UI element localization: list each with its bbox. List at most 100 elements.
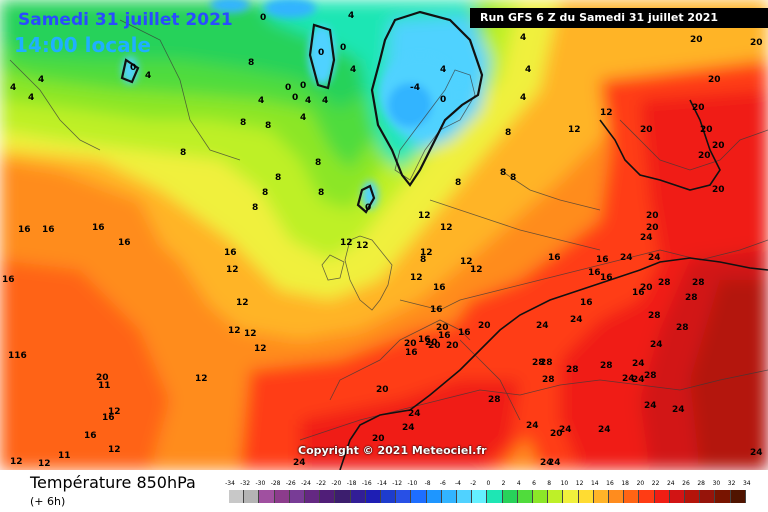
isotherm-label: 20 <box>708 75 721 85</box>
isotherm-label: 28 <box>644 371 657 381</box>
isotherm-label: 4 <box>38 75 44 85</box>
scale-tick-label: 8 <box>547 480 552 487</box>
isotherm-label: 8 <box>275 173 281 183</box>
isotherm-label: 4 <box>520 33 526 43</box>
cold-pools <box>122 0 460 209</box>
isotherm-label: 12 <box>108 407 121 417</box>
scale-color-cell <box>396 490 412 503</box>
isotherm-label: 0 <box>260 13 266 23</box>
isotherm-label: 12 <box>236 298 249 308</box>
scale-color-cell <box>578 490 594 503</box>
isotherm-label: 12 <box>356 241 369 251</box>
scale-color-cell <box>730 490 746 503</box>
isotherm-label: -4 <box>410 83 420 93</box>
isotherm-label: 4 <box>440 65 446 75</box>
scale-color-cell <box>244 490 260 503</box>
isotherm-label: 4 <box>145 71 151 81</box>
isotherm-label: 12 <box>226 265 239 275</box>
isotherm-label: 20 <box>646 211 659 221</box>
isotherm-label: 16 <box>632 288 645 298</box>
scale-tick-label: -30 <box>255 480 266 487</box>
isotherm-label: 28 <box>685 293 698 303</box>
zero-isotherms <box>120 10 484 214</box>
isotherm-label: 28 <box>648 311 661 321</box>
warm-isotherm-lines <box>339 99 768 470</box>
isotherm-label: 4 <box>322 96 328 106</box>
scale-tick-label: 12 <box>575 480 584 487</box>
scale-tick-label: -18 <box>346 480 357 487</box>
scale-color-cell <box>685 490 701 503</box>
scale-color-cell <box>441 490 457 503</box>
isotherm-label: 0 <box>300 81 306 91</box>
isotherm-label: 24 <box>536 321 549 331</box>
scale-tick-label: -10 <box>407 480 418 487</box>
scale-tick-label: 16 <box>606 480 614 487</box>
isotherm-label: 8 <box>180 148 186 158</box>
coastlines <box>9 19 768 441</box>
color-scale: -34 -32 -30 -28 -26 -24 -22 -20 -18 -16 -14 -12 -10-… <box>222 480 753 506</box>
isotherm-label: 28 <box>540 358 553 368</box>
isotherm-label: 8 <box>252 203 258 213</box>
isotherm-label: 12 <box>460 257 473 267</box>
isotherm-label: 4 <box>28 93 34 103</box>
isotherm-label: 4 <box>258 96 264 106</box>
scale-color-cell <box>411 490 427 503</box>
isotherm-label: 8 <box>318 188 324 198</box>
isotherm-label: 12 <box>470 265 483 275</box>
isotherm-label: 12 <box>254 344 267 354</box>
isotherm-label: 16 <box>42 225 55 235</box>
isotherm-label: 16 <box>418 335 431 345</box>
isotherm-label: 24 <box>559 425 572 435</box>
isotherm-label: 16 <box>433 283 446 293</box>
isotherm-label: 8 <box>505 128 511 138</box>
scale-color-cell <box>609 490 625 503</box>
scale-tick-label: -8 <box>424 480 431 487</box>
scale-tick-label: 14 <box>590 480 599 487</box>
isotherm-label: 20 <box>478 321 491 331</box>
scale-color-cell <box>502 490 518 503</box>
scale-tick-label: -12 <box>392 480 403 487</box>
isotherm-label: 20 <box>446 341 459 351</box>
isotherm-label: 12 <box>410 273 423 283</box>
scale-tick-label: -2 <box>470 480 477 487</box>
isotherm-label: 20 <box>372 434 385 444</box>
scale-tick-label: 34 <box>742 480 751 487</box>
scale-tick-label: -14 <box>377 480 387 487</box>
isotherm-label: 24 <box>570 315 583 325</box>
isotherm-label: 16 <box>18 225 31 235</box>
isotherm-label: 12 <box>10 457 23 467</box>
isotherm-label: 16 <box>2 275 15 285</box>
run-info-banner: Run GFS 6 Z du Samedi 31 juillet 2021 <box>470 8 768 28</box>
scale-color-cell <box>624 490 640 503</box>
isotherm-label: 8 <box>248 58 254 68</box>
isotherm-label: 12 <box>195 374 208 384</box>
isotherm-label: 11 <box>98 381 111 391</box>
scale-color-cell <box>350 490 366 503</box>
scale-color-cell <box>229 490 245 503</box>
isotherm-label: 16 <box>600 273 613 283</box>
isotherm-label: 28 <box>488 395 501 405</box>
isotherm-label: 16 <box>588 268 601 278</box>
legend-title: Température 850hPa <box>30 473 196 492</box>
isotherm-label: 24 <box>548 458 561 468</box>
isotherm-label: 12 <box>244 329 257 339</box>
forecast-time: 14:00 locale <box>14 33 151 57</box>
legend-subtitle: (+ 6h) <box>30 495 66 508</box>
isotherm-label: 8 <box>315 158 321 168</box>
isotherm-label: 8 <box>455 178 461 188</box>
scale-color-cell <box>669 490 685 503</box>
isotherm-label: 20 <box>428 341 441 351</box>
isotherm-label: 12 <box>418 211 431 221</box>
isotherm-label: 20 <box>698 151 711 161</box>
isotherm-label: 0 <box>285 83 291 93</box>
isotherm-label: 28 <box>676 323 689 333</box>
scale-color-cell <box>715 490 731 503</box>
scale-tick-label: 28 <box>697 480 705 487</box>
isotherm-label: 8 <box>265 121 271 131</box>
scale-tick-label: -6 <box>439 480 446 487</box>
scale-tick-label: -32 <box>240 480 251 487</box>
temperature-field <box>0 0 768 470</box>
forecast-date: Samedi 31 juillet 2021 <box>18 10 233 30</box>
